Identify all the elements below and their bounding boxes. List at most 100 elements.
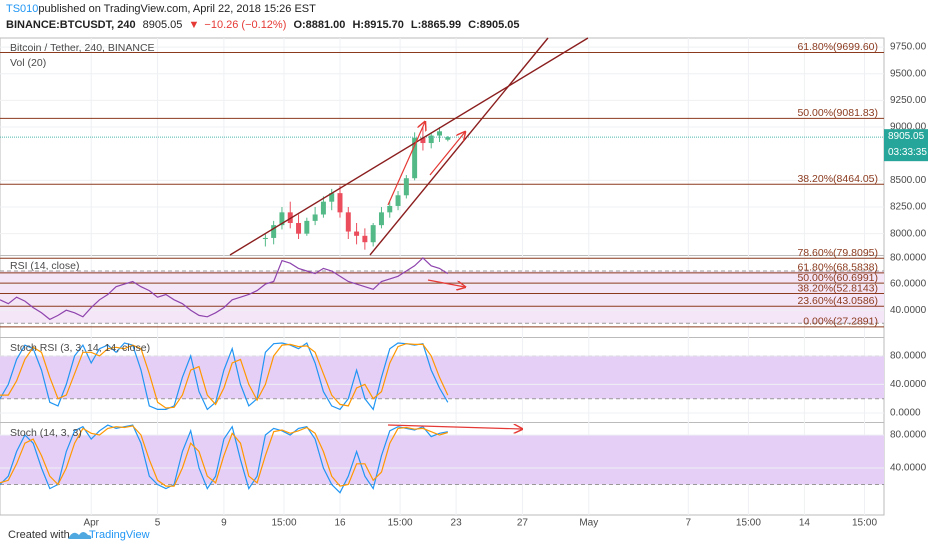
candle-body [428, 135, 434, 144]
level-label: 78.60%(79.8095) [797, 247, 878, 259]
y-tick-label: 80.0000 [890, 253, 927, 264]
y-tick-label: 9250.00 [890, 95, 927, 106]
candle-body [271, 225, 277, 238]
candle-body [304, 220, 310, 234]
pane-title: RSI (14, close) [10, 260, 79, 272]
footer-brand[interactable]: TradingView [89, 529, 150, 541]
candle-body [320, 201, 326, 215]
x-tick-label: Apr [83, 518, 99, 529]
candle-body [337, 193, 343, 213]
y-tick-label: 9500.00 [890, 68, 927, 79]
x-tick-label: 15:00 [852, 518, 877, 529]
y-tick-label: 8000.00 [890, 228, 927, 239]
arrow: ▼ [188, 19, 199, 31]
arrow [427, 279, 465, 287]
level-label: 50.00%(9081.83) [797, 107, 878, 119]
candle-body [312, 214, 318, 221]
candle-body [387, 205, 393, 213]
candle-body [329, 193, 335, 202]
level-label: 38.20%(8464.05) [797, 173, 878, 185]
band [0, 434, 884, 485]
x-tick-label: 15:00 [736, 518, 761, 529]
symbol-row: BINANCE:BTCUSDT, 240 8905.05 ▼ −10.26 (−… [6, 19, 520, 31]
y-tick-label: 60.0000 [890, 279, 927, 290]
y-tick-label: 40.0000 [890, 379, 927, 390]
x-tick-label: 16 [334, 518, 346, 529]
header-bg [0, 0, 932, 36]
candle-body [403, 178, 409, 196]
candle-body [345, 212, 351, 232]
price: 8905.05 [143, 19, 183, 31]
y-tick-label: 80.0000 [890, 430, 927, 441]
series-line [0, 257, 449, 321]
pane [0, 342, 884, 414]
close: C:8905.05 [468, 19, 519, 31]
candle-body [445, 137, 451, 140]
logo [68, 532, 92, 539]
x-tick-label: 27 [517, 518, 529, 529]
y-tick-label: 9750.00 [890, 42, 927, 53]
footer-created: Created with [8, 529, 70, 541]
trend-line [369, 37, 549, 256]
pane [0, 424, 884, 494]
candle-body [362, 235, 368, 243]
change: −10.26 (−0.12%) [204, 19, 286, 31]
panes [0, 46, 884, 494]
candle-body [370, 225, 376, 243]
drawings [229, 37, 589, 429]
x-tick-label: 5 [155, 518, 161, 529]
level-label: 0.00%(27.2891) [803, 316, 878, 328]
x-tick-label: 23 [451, 518, 463, 529]
series-line [0, 342, 449, 411]
x-tick-label: 14 [799, 518, 811, 529]
y-tick-label: 80.0000 [890, 350, 927, 361]
y-tick-label: 40.0000 [890, 305, 927, 316]
candle-body [354, 231, 360, 236]
candle-body [296, 223, 302, 234]
pane [0, 257, 884, 328]
pane-subtitle: Vol (20) [10, 57, 46, 69]
x-tick-label: 15:00 [272, 518, 297, 529]
candle-body [412, 137, 418, 179]
trend-line [229, 37, 589, 256]
candle-body [420, 137, 426, 144]
series-line [0, 425, 448, 487]
high: H:8915.70 [352, 19, 403, 31]
x-tick-label: 15:00 [388, 518, 413, 529]
arrow [387, 122, 425, 206]
x-tick-label: 9 [221, 518, 227, 529]
open: O:8881.00 [293, 19, 345, 31]
labels: Apr 5 9 15:00 16 15:00 23 27 May 7 15:00 14 15:00 800… [10, 41, 928, 529]
candle-body [279, 212, 285, 226]
level-label: 38.20%(52.8143) [797, 282, 878, 294]
y-tick-label: 8500.00 [890, 175, 927, 186]
y-tick-label: 8250.00 [890, 202, 927, 213]
candle-body [378, 212, 384, 226]
candle-body [395, 195, 401, 206]
last-price: 8905.05 [888, 131, 925, 142]
level-label: 50.00%(60.6991) [797, 272, 878, 284]
series-line [0, 343, 449, 409]
y-tick-label: 0.0000 [890, 408, 921, 419]
author[interactable]: TS010 [6, 3, 38, 15]
x-tick-label: 7 [686, 518, 692, 529]
published: published on TradingView.com, April 22, … [38, 3, 316, 15]
level-label: 23.60%(43.0586) [797, 295, 878, 307]
level-label: 61.80%(68.5838) [797, 262, 878, 274]
pane-title: Stoch RSI (3, 3, 14, 14, close) [10, 342, 150, 354]
candle-body [262, 237, 268, 240]
last-price-box [884, 129, 928, 162]
symbol: BINANCE:BTCUSDT, 240 [6, 19, 136, 31]
level-label: 61.80%(9699.60) [797, 41, 878, 53]
low: L:8865.99 [411, 19, 461, 31]
y-tick-label: 40.0000 [890, 463, 927, 474]
x-tick-label: May [579, 518, 598, 529]
band [0, 271, 884, 324]
pane [0, 46, 884, 250]
countdown: 03:33:35 [888, 147, 927, 158]
arrow [387, 425, 522, 429]
pane-title: Bitcoin / Tether, 240, BINANCE [10, 42, 155, 54]
candle-body [437, 131, 442, 136]
